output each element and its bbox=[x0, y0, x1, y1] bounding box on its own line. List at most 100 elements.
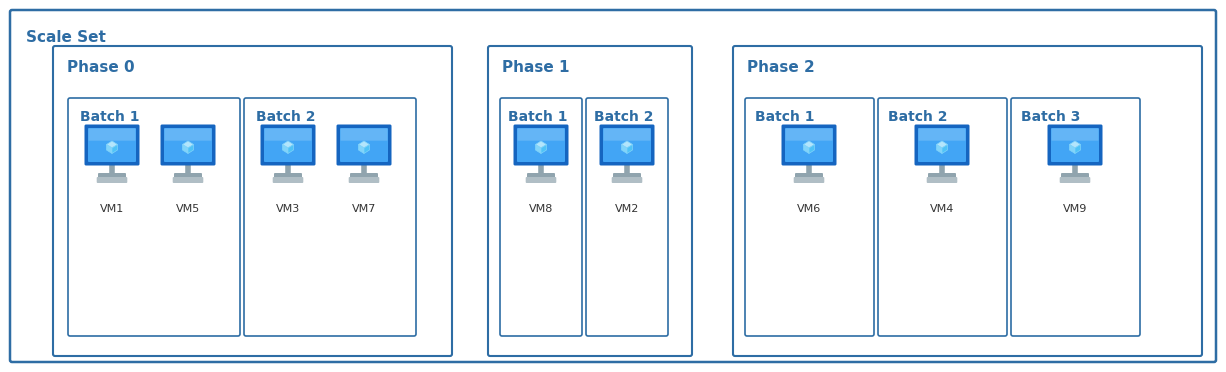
Text: VM1: VM1 bbox=[99, 204, 124, 214]
FancyBboxPatch shape bbox=[527, 173, 555, 181]
FancyBboxPatch shape bbox=[1060, 173, 1089, 181]
FancyBboxPatch shape bbox=[10, 10, 1216, 362]
Polygon shape bbox=[358, 141, 369, 148]
FancyBboxPatch shape bbox=[273, 173, 302, 181]
Text: Batch 1: Batch 1 bbox=[508, 110, 568, 124]
Text: Batch 2: Batch 2 bbox=[595, 110, 653, 124]
Text: Batch 2: Batch 2 bbox=[888, 110, 948, 124]
FancyBboxPatch shape bbox=[88, 128, 136, 162]
FancyBboxPatch shape bbox=[517, 128, 564, 141]
FancyBboxPatch shape bbox=[918, 128, 966, 162]
FancyBboxPatch shape bbox=[612, 177, 642, 183]
FancyBboxPatch shape bbox=[1011, 98, 1140, 336]
FancyBboxPatch shape bbox=[1047, 125, 1102, 166]
Polygon shape bbox=[282, 144, 288, 154]
FancyBboxPatch shape bbox=[915, 125, 970, 166]
FancyBboxPatch shape bbox=[785, 128, 832, 162]
FancyBboxPatch shape bbox=[265, 128, 311, 141]
Text: VM2: VM2 bbox=[614, 204, 639, 214]
Polygon shape bbox=[183, 141, 194, 148]
Polygon shape bbox=[942, 144, 948, 154]
Text: VM7: VM7 bbox=[352, 204, 376, 214]
Text: VM4: VM4 bbox=[929, 204, 954, 214]
Polygon shape bbox=[1075, 144, 1080, 154]
FancyBboxPatch shape bbox=[786, 128, 832, 141]
FancyBboxPatch shape bbox=[918, 128, 966, 141]
Polygon shape bbox=[1069, 141, 1080, 148]
Polygon shape bbox=[112, 144, 118, 154]
FancyBboxPatch shape bbox=[164, 128, 212, 162]
Text: VM6: VM6 bbox=[797, 204, 821, 214]
FancyBboxPatch shape bbox=[260, 125, 315, 166]
Text: VM5: VM5 bbox=[175, 204, 200, 214]
FancyBboxPatch shape bbox=[603, 128, 651, 141]
Polygon shape bbox=[803, 141, 814, 148]
Polygon shape bbox=[937, 141, 948, 148]
Text: VM9: VM9 bbox=[1063, 204, 1087, 214]
FancyBboxPatch shape bbox=[97, 177, 128, 183]
Text: Scale Set: Scale Set bbox=[26, 30, 105, 45]
FancyBboxPatch shape bbox=[603, 128, 651, 162]
FancyBboxPatch shape bbox=[244, 98, 416, 336]
FancyBboxPatch shape bbox=[500, 98, 582, 336]
Polygon shape bbox=[364, 144, 369, 154]
Text: Batch 1: Batch 1 bbox=[80, 110, 140, 124]
Text: Phase 1: Phase 1 bbox=[501, 60, 570, 75]
FancyBboxPatch shape bbox=[53, 46, 452, 356]
FancyBboxPatch shape bbox=[341, 128, 387, 141]
FancyBboxPatch shape bbox=[793, 177, 824, 183]
Text: VM8: VM8 bbox=[528, 204, 553, 214]
Polygon shape bbox=[803, 144, 809, 154]
Polygon shape bbox=[809, 144, 814, 154]
FancyBboxPatch shape bbox=[517, 128, 565, 162]
FancyBboxPatch shape bbox=[67, 98, 240, 336]
FancyBboxPatch shape bbox=[98, 173, 126, 181]
FancyBboxPatch shape bbox=[878, 98, 1007, 336]
FancyBboxPatch shape bbox=[927, 177, 958, 183]
Polygon shape bbox=[536, 141, 547, 148]
FancyBboxPatch shape bbox=[526, 177, 557, 183]
Polygon shape bbox=[622, 144, 626, 154]
Text: Batch 3: Batch 3 bbox=[1021, 110, 1080, 124]
FancyBboxPatch shape bbox=[781, 125, 836, 166]
Polygon shape bbox=[107, 141, 118, 148]
FancyBboxPatch shape bbox=[745, 98, 874, 336]
Polygon shape bbox=[107, 144, 112, 154]
Polygon shape bbox=[1069, 144, 1075, 154]
Polygon shape bbox=[282, 141, 293, 148]
FancyBboxPatch shape bbox=[348, 177, 379, 183]
Text: VM3: VM3 bbox=[276, 204, 300, 214]
FancyBboxPatch shape bbox=[613, 173, 641, 181]
Polygon shape bbox=[183, 144, 188, 154]
Text: Phase 2: Phase 2 bbox=[747, 60, 815, 75]
FancyBboxPatch shape bbox=[794, 173, 823, 181]
FancyBboxPatch shape bbox=[173, 177, 204, 183]
FancyBboxPatch shape bbox=[340, 128, 387, 162]
FancyBboxPatch shape bbox=[488, 46, 691, 356]
FancyBboxPatch shape bbox=[272, 177, 303, 183]
Polygon shape bbox=[937, 144, 942, 154]
FancyBboxPatch shape bbox=[514, 125, 569, 166]
FancyBboxPatch shape bbox=[733, 46, 1201, 356]
FancyBboxPatch shape bbox=[85, 125, 140, 166]
FancyBboxPatch shape bbox=[174, 173, 202, 181]
Polygon shape bbox=[541, 144, 547, 154]
FancyBboxPatch shape bbox=[164, 128, 212, 141]
Polygon shape bbox=[622, 141, 633, 148]
Polygon shape bbox=[358, 144, 364, 154]
FancyBboxPatch shape bbox=[336, 125, 391, 166]
Polygon shape bbox=[536, 144, 541, 154]
FancyBboxPatch shape bbox=[88, 128, 136, 141]
Text: Batch 1: Batch 1 bbox=[755, 110, 814, 124]
FancyBboxPatch shape bbox=[1051, 128, 1098, 162]
Text: Phase 0: Phase 0 bbox=[67, 60, 135, 75]
FancyBboxPatch shape bbox=[1052, 128, 1098, 141]
FancyBboxPatch shape bbox=[161, 125, 216, 166]
FancyBboxPatch shape bbox=[264, 128, 311, 162]
FancyBboxPatch shape bbox=[349, 173, 378, 181]
FancyBboxPatch shape bbox=[1059, 177, 1090, 183]
FancyBboxPatch shape bbox=[600, 125, 655, 166]
FancyBboxPatch shape bbox=[586, 98, 668, 336]
Polygon shape bbox=[626, 144, 633, 154]
Text: Batch 2: Batch 2 bbox=[256, 110, 315, 124]
